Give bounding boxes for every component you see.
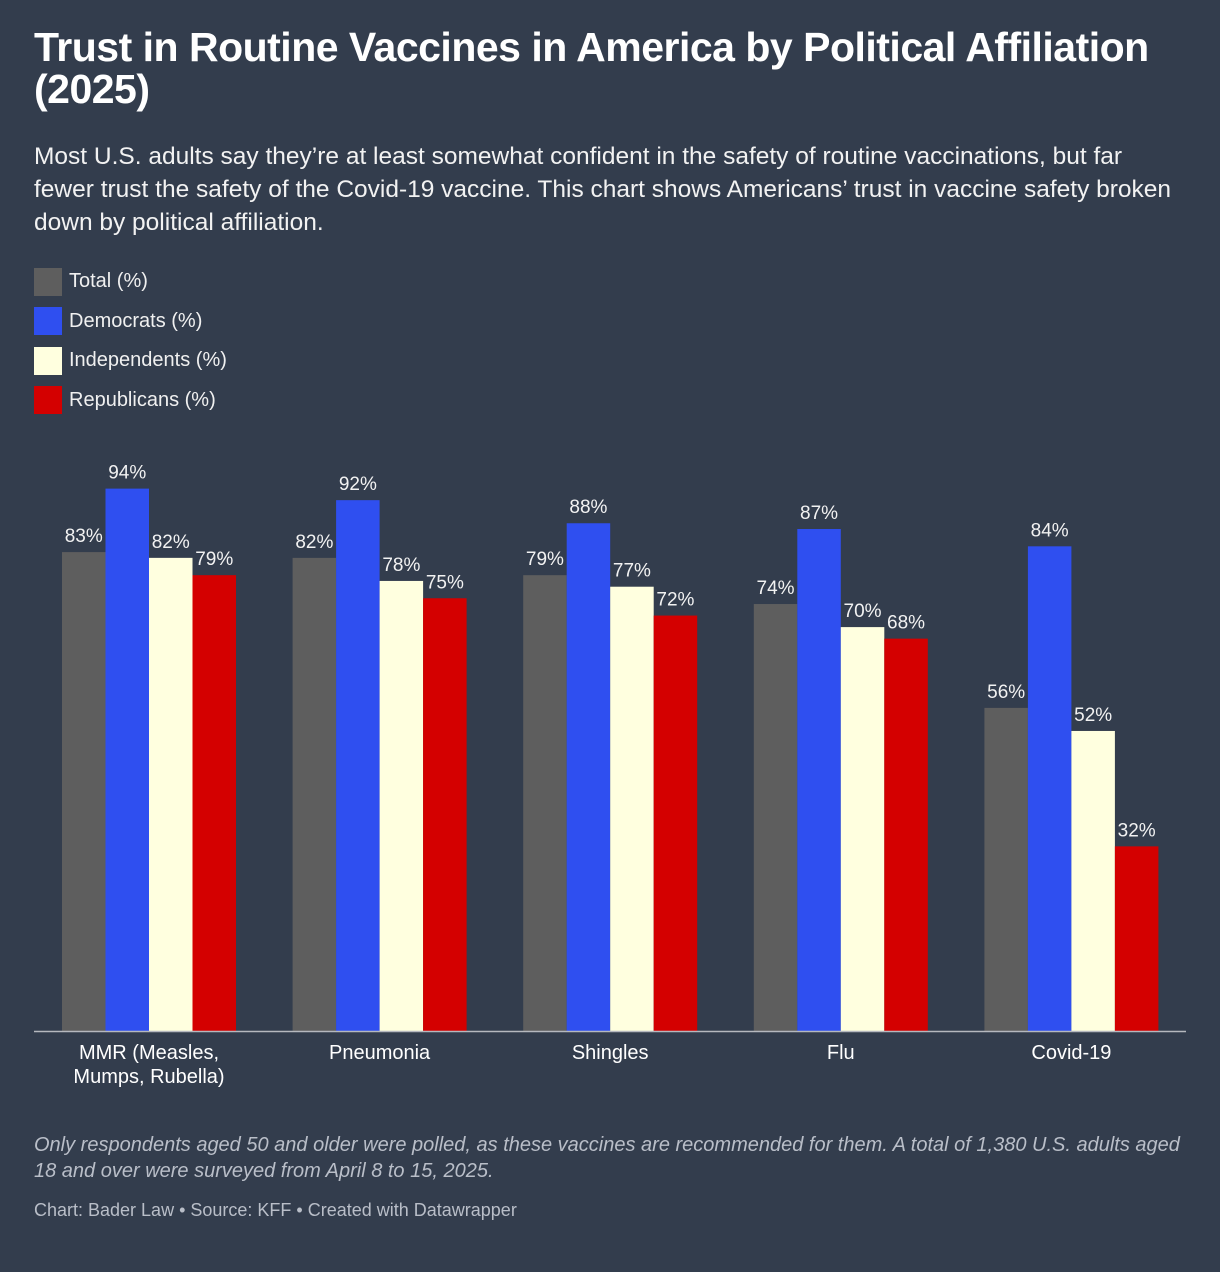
legend-swatch-independents xyxy=(34,346,62,375)
chart-note: Only respondents aged 50 and older were … xyxy=(34,1134,1180,1182)
data-label-3-1: 87% xyxy=(800,503,838,524)
legend-label-republicans: Republicans (%) xyxy=(69,388,216,411)
data-label-3-3: 68% xyxy=(887,613,925,634)
data-label-0-2: 82% xyxy=(152,532,190,553)
bar-0-1 xyxy=(105,488,149,1031)
data-label-1-2: 78% xyxy=(382,555,420,576)
legend-label-total: Total (%) xyxy=(69,270,148,293)
bar-3-0 xyxy=(753,604,798,1031)
bar-chart: 83%94%82%79%MMR (Measles,Mumps, Rubella)… xyxy=(34,463,1186,1088)
bar-2-0 xyxy=(523,575,567,1031)
data-label-3-0: 74% xyxy=(757,578,795,599)
legend-label-independents: Independents (%) xyxy=(69,349,227,372)
bar-3-1 xyxy=(797,529,841,1031)
bar-1-3 xyxy=(423,598,467,1031)
bar-4-1 xyxy=(1027,546,1072,1031)
legend-swatch-democrats xyxy=(34,307,62,336)
bar-0-3 xyxy=(192,575,236,1031)
category-label-0-0: MMR (Measles, xyxy=(79,1042,219,1064)
data-label-2-0: 79% xyxy=(526,549,564,570)
bar-1-1 xyxy=(336,500,380,1031)
data-label-0-1: 94% xyxy=(108,463,146,484)
legend-swatch-total xyxy=(34,267,62,296)
chart-title: Trust in Routine Vaccines in America by … xyxy=(34,24,1149,112)
legend-swatch-republicans xyxy=(34,386,62,415)
data-label-0-0: 83% xyxy=(65,526,103,547)
bar-1-0 xyxy=(292,557,337,1031)
bar-2-3 xyxy=(653,615,698,1031)
legend-item-total: Total (%) xyxy=(34,262,227,302)
data-label-1-1: 92% xyxy=(339,474,377,495)
data-label-2-1: 88% xyxy=(569,497,607,518)
bar-3-2 xyxy=(840,627,885,1031)
category-label-3-0: Flu xyxy=(827,1042,855,1064)
data-label-4-3: 32% xyxy=(1118,820,1156,841)
data-label-1-0: 82% xyxy=(295,532,333,553)
legend-label-democrats: Democrats (%) xyxy=(69,309,203,332)
bar-2-2 xyxy=(610,586,654,1031)
bar-2-1 xyxy=(566,523,611,1031)
data-label-4-0: 56% xyxy=(987,682,1025,703)
data-label-2-2: 77% xyxy=(613,561,651,582)
data-label-3-2: 70% xyxy=(844,601,882,622)
legend-item-democrats: Democrats (%) xyxy=(34,302,227,342)
bar-4-0 xyxy=(984,707,1028,1031)
bar-3-3 xyxy=(884,638,928,1031)
data-label-4-2: 52% xyxy=(1074,705,1112,726)
legend: Total (%) Democrats (%) Independents (%)… xyxy=(34,262,227,420)
category-label-4-0: Covid-19 xyxy=(1031,1042,1111,1064)
category-label-2-0: Shingles xyxy=(572,1042,649,1064)
bar-0-0 xyxy=(62,552,106,1031)
chart-footer: Chart: Bader Law • Source: KFF • Created… xyxy=(34,1200,517,1220)
chart-subtitle: Most U.S. adults say they’re at least so… xyxy=(34,143,1172,236)
legend-item-republicans: Republicans (%) xyxy=(34,381,227,421)
data-label-0-3: 79% xyxy=(195,549,233,570)
bar-0-2 xyxy=(149,557,193,1031)
data-label-4-1: 84% xyxy=(1031,520,1069,541)
category-label-0-1: Mumps, Rubella) xyxy=(73,1066,224,1088)
data-label-1-3: 75% xyxy=(426,572,464,593)
legend-item-independents: Independents (%) xyxy=(34,341,227,381)
category-label-1-0: Pneumonia xyxy=(329,1042,431,1064)
bar-1-2 xyxy=(379,580,424,1031)
bar-4-3 xyxy=(1114,846,1159,1031)
bar-4-2 xyxy=(1071,730,1115,1031)
data-label-2-3: 72% xyxy=(656,590,694,611)
